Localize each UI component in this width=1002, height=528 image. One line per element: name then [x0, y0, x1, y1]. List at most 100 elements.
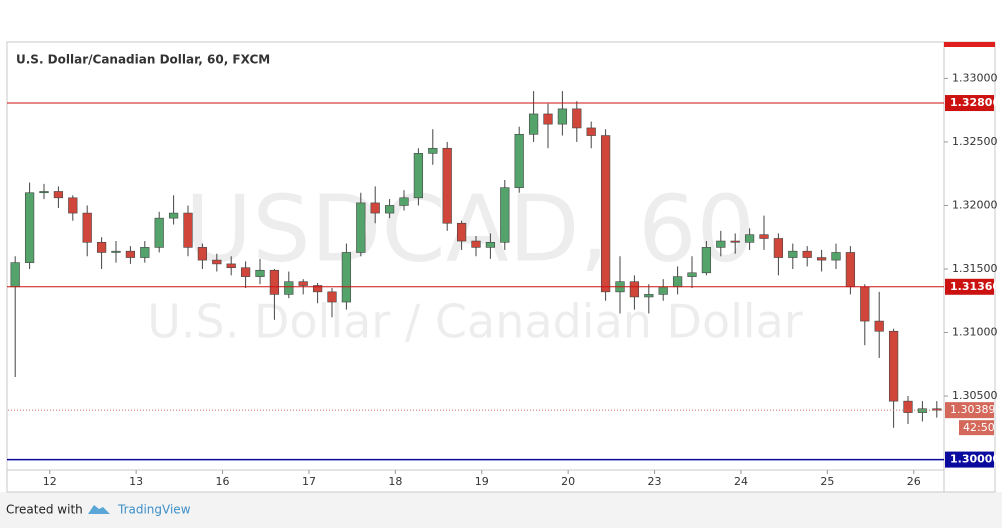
candle-body: [96, 241, 107, 253]
candle-body: [39, 191, 49, 194]
candle-body: [917, 408, 928, 413]
x-tick-label: 18: [388, 475, 402, 488]
candle-body: [10, 262, 20, 288]
candle-body: [284, 281, 294, 295]
candle-body: [356, 202, 366, 253]
y-tick-label: 1.32000: [952, 198, 998, 211]
candle-body: [140, 247, 150, 258]
candle-body: [586, 127, 596, 136]
top-strip: [944, 42, 995, 47]
candle-body: [730, 240, 740, 243]
candle-body: [269, 269, 280, 295]
logo-icon[interactable]: [88, 505, 110, 514]
level-label-box: [945, 278, 994, 295]
candle-body: [888, 330, 899, 402]
candle-body: [53, 191, 64, 199]
chart-frame: [6, 41, 996, 493]
candle-body: [672, 276, 683, 288]
candle-body: [68, 197, 78, 214]
candle-body: [197, 247, 208, 261]
candle-body: [226, 263, 236, 269]
x-tick-label: 12: [43, 475, 57, 488]
candle-body: [125, 250, 136, 258]
candle-body: [154, 217, 164, 248]
candle-body: [240, 267, 251, 277]
candle-body: [428, 147, 438, 154]
candle-body: [860, 286, 870, 322]
candle-body: [788, 250, 798, 258]
candle-body: [312, 285, 323, 293]
countdown-label: 42:50: [963, 421, 995, 434]
candle-body: [528, 113, 539, 135]
candle-body: [298, 281, 308, 286]
x-tick-label: 23: [648, 475, 662, 488]
level-label-box: [945, 95, 994, 112]
candle-body: [932, 408, 942, 411]
x-tick-label: 16: [216, 475, 230, 488]
candle-body: [802, 250, 812, 258]
candle-body: [327, 291, 337, 303]
x-tick-label: 26: [907, 475, 921, 488]
watermark: USDCAD, 60: [185, 175, 755, 282]
candle-body: [701, 247, 712, 274]
footer-text: Created with: [6, 503, 83, 517]
candle-body: [514, 133, 524, 188]
candle-body: [399, 197, 409, 206]
candle-body: [413, 153, 424, 199]
candle-body: [384, 205, 395, 214]
countdown-box: [959, 420, 994, 436]
x-tick-label: 20: [561, 475, 575, 488]
candle-body: [816, 257, 827, 261]
level-label: 1.31360: [950, 280, 1000, 293]
y-tick-label: 1.33000: [952, 71, 998, 84]
candle-body: [111, 250, 121, 253]
candle-body: [658, 286, 668, 295]
candle-body: [845, 252, 856, 288]
candle-body: [183, 212, 193, 248]
footer-bar: [0, 492, 1002, 528]
candle-body: [82, 212, 92, 243]
candle-body: [24, 192, 35, 263]
candle-body: [485, 241, 496, 248]
candle-body: [903, 400, 913, 413]
last-price-label: 1.30389: [950, 403, 996, 416]
candle-body: [168, 212, 179, 219]
candle-body: [557, 108, 568, 125]
watermark-subtitle: U.S. Dollar / Canadian Dollar: [147, 295, 803, 349]
candle-body: [687, 272, 697, 277]
candle-body: [543, 113, 553, 125]
candle-body: [471, 240, 481, 248]
candle-body: [600, 135, 611, 293]
candle-body: [831, 252, 841, 261]
candle-body: [341, 252, 352, 303]
y-tick-label: 1.32500: [952, 135, 998, 148]
candle-body: [212, 259, 222, 265]
x-tick-label: 25: [820, 475, 834, 488]
x-tick-label: 19: [475, 475, 489, 488]
y-tick-label: 1.31000: [952, 326, 998, 339]
candle-body: [773, 238, 784, 258]
candle-body: [500, 187, 510, 243]
candle-body: [572, 108, 582, 129]
footer-brand[interactable]: TradingView: [117, 503, 191, 517]
level-label: 1.30000: [950, 453, 1000, 466]
candle-body: [629, 281, 640, 298]
x-tick-label: 13: [129, 475, 143, 488]
chart-title: U.S. Dollar/Canadian Dollar, 60, FXCM: [16, 53, 270, 67]
candle-body: [370, 202, 380, 214]
last-price-box: [945, 402, 994, 419]
candle-body: [716, 240, 726, 248]
y-tick-label: 1.30500: [952, 389, 998, 402]
candle-body: [442, 147, 452, 224]
candle-body: [456, 222, 467, 242]
level-label-box: [945, 451, 994, 468]
level-label: 1.32806: [950, 96, 1000, 109]
y-tick-label: 1.31500: [952, 262, 998, 275]
candle-body: [255, 269, 265, 277]
candle-body: [744, 234, 755, 243]
candle-body: [759, 234, 769, 239]
x-tick-label: 24: [734, 475, 748, 488]
x-tick-label: 17: [302, 475, 316, 488]
candle-body: [644, 294, 654, 298]
